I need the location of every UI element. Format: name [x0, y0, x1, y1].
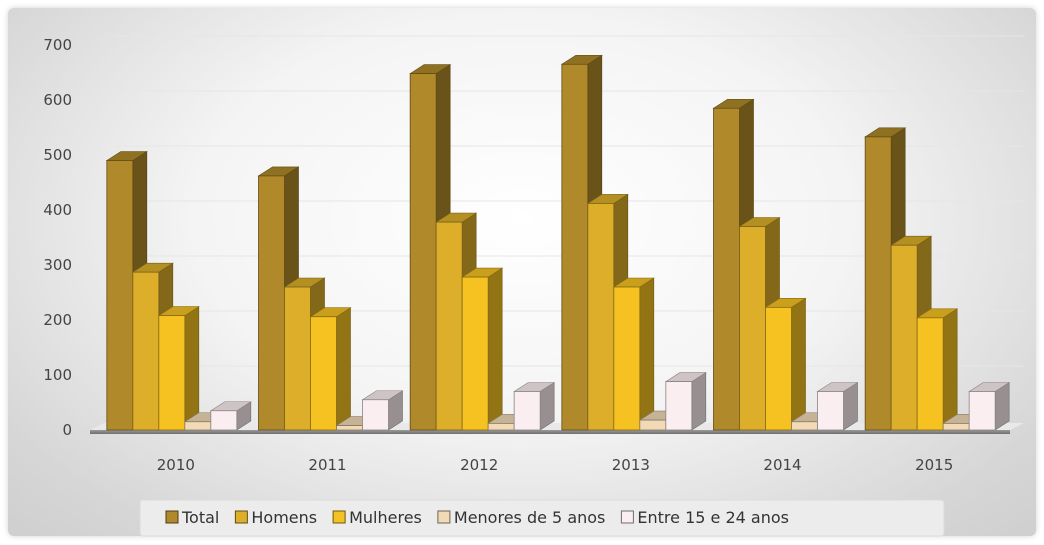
bar-side: [691, 372, 707, 431]
x-tick-label: 2012: [460, 456, 498, 474]
legend-box: [139, 499, 945, 537]
x-axis-ticks: 2010 2011 2012 2013 2014 2015: [157, 456, 954, 474]
bar-front: [184, 421, 212, 431]
bar-front: [916, 317, 944, 431]
x-tick-label: 2010: [157, 456, 195, 474]
bars: [105, 54, 1011, 431]
bar-front: [132, 271, 160, 431]
y-tick-label: 200: [43, 311, 72, 329]
bar-front: [791, 421, 818, 431]
legend-swatch: [332, 510, 346, 524]
bar-side: [487, 267, 503, 431]
legend-label: Menores de 5 anos: [454, 508, 606, 527]
legend-label: Homens: [251, 508, 317, 527]
x-tick-label: 2013: [612, 456, 650, 474]
bar-front: [561, 63, 589, 431]
bar-front: [513, 391, 541, 431]
bar-front: [890, 244, 918, 431]
legend: Total Homens Mulheres Menores de 5 anos Entr…: [139, 499, 945, 537]
bar-front: [587, 202, 615, 431]
y-tick-label: 400: [43, 201, 72, 219]
bar: [916, 308, 959, 431]
bar-front: [487, 422, 515, 431]
legend-swatch: [437, 510, 451, 524]
bar-front: [106, 160, 134, 431]
bar-front: [435, 221, 463, 431]
bar-front: [765, 306, 792, 431]
bar: [209, 401, 252, 431]
bar-side: [336, 307, 351, 431]
bar-side: [639, 277, 655, 431]
y-tick-label: 100: [43, 366, 72, 384]
bar-front: [665, 381, 693, 431]
bar-front: [461, 276, 489, 431]
y-tick-label: 500: [43, 146, 72, 164]
bar-front: [258, 175, 285, 431]
bar-front: [310, 316, 337, 431]
bar-front: [362, 399, 389, 431]
bar-front: [284, 286, 311, 431]
y-tick-label: 700: [43, 36, 72, 54]
bar-front: [817, 391, 844, 431]
bar: [764, 297, 807, 431]
legend-swatch: [165, 510, 179, 524]
chart-frame: [8, 8, 1036, 536]
bar-front: [864, 136, 892, 431]
bar: [968, 381, 1011, 431]
bar-front: [968, 391, 996, 431]
bar: [461, 267, 504, 431]
bar: [816, 381, 859, 431]
x-tick-label: 2011: [308, 456, 346, 474]
bar: [309, 307, 352, 431]
y-tick-label: 300: [43, 256, 72, 274]
floor-edge: [90, 430, 1010, 434]
bar-side: [184, 306, 200, 431]
y-tick-label: 600: [43, 91, 72, 109]
bar-front: [739, 226, 766, 431]
bar-front: [336, 425, 363, 431]
x-tick-label: 2015: [915, 456, 953, 474]
y-axis-ticks: 0 100 200 300 400 500 600 700: [43, 36, 72, 439]
legend-label: Entre 15 e 24 anos: [637, 508, 789, 527]
bar: [361, 390, 404, 431]
y-tick-label: 0: [62, 421, 72, 439]
bar: [664, 372, 707, 431]
bar-front: [409, 73, 437, 431]
bar-side: [791, 297, 806, 431]
bar-front: [713, 107, 740, 431]
legend-swatch: [620, 510, 634, 524]
x-tick-label: 2014: [763, 456, 801, 474]
bar: [157, 306, 200, 431]
bar: [513, 381, 556, 431]
legend-swatch: [234, 510, 248, 524]
bar: [612, 277, 655, 431]
bar-front: [210, 410, 238, 431]
legend-label: Total: [181, 508, 219, 527]
bar-front: [158, 315, 186, 431]
bar-front: [613, 286, 641, 431]
bar-side: [942, 308, 958, 431]
legend-label: Mulheres: [349, 508, 422, 527]
bar-front: [942, 422, 970, 431]
bar-front: [639, 419, 667, 431]
